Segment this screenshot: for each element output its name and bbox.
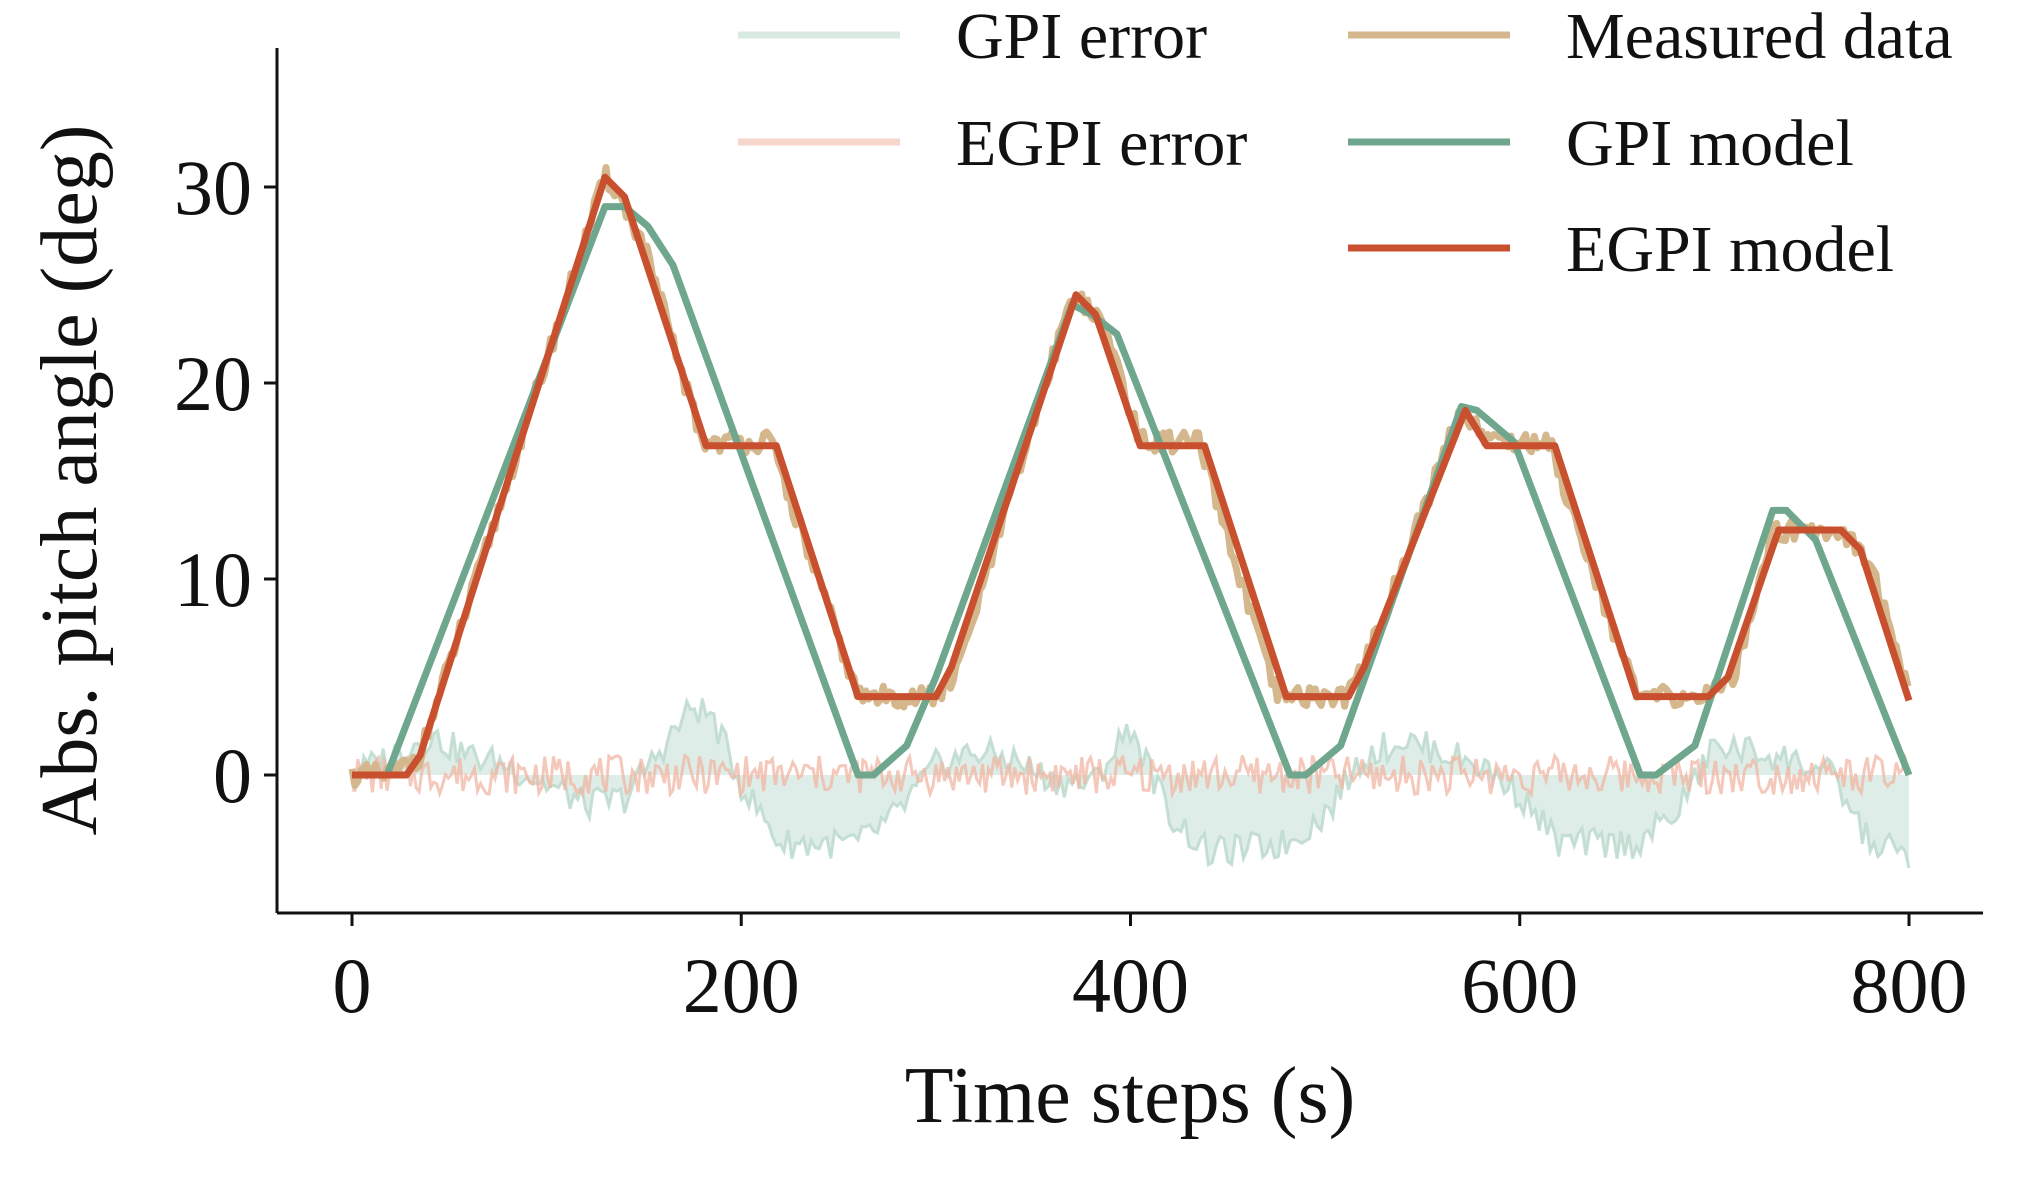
y-tick-label: 10 [174, 536, 252, 623]
y-tick-label: 30 [174, 144, 252, 231]
gpi-error-line [350, 696, 1911, 869]
x-tick-label: 400 [1072, 942, 1189, 1029]
y-tick-label: 0 [213, 732, 252, 819]
x-tick-label: 800 [1851, 942, 1968, 1029]
egpi-error-line [351, 752, 1910, 800]
x-tick-label: 0 [333, 942, 372, 1029]
x-tick-label: 600 [1461, 942, 1578, 1029]
legend-label-egpi-error: EGPI error [956, 107, 1247, 180]
legend: GPI error EGPI error Measured data GPI mode… [738, 0, 1953, 286]
legend-label-gpi-error: GPI error [956, 0, 1207, 73]
legend-label-egpi-model: EGPI model [1566, 213, 1894, 286]
gpi-model-line [352, 203, 1913, 779]
y-axis-label: Abs. pitch angle (deg) [26, 125, 114, 836]
y-ticks: 0 10 20 30 [174, 144, 277, 819]
legend-label-gpi-model: GPI model [1566, 107, 1854, 180]
egpi-model-line [352, 173, 1913, 779]
error-bands [350, 696, 1911, 869]
x-ticks: 0 200 400 600 800 [333, 913, 1968, 1029]
x-axis-label: Time steps (s) [905, 1052, 1355, 1140]
x-tick-label: 200 [683, 942, 800, 1029]
y-tick-label: 20 [174, 340, 252, 427]
model-lines [348, 164, 1913, 790]
legend-label-measured-data: Measured data [1566, 0, 1953, 73]
